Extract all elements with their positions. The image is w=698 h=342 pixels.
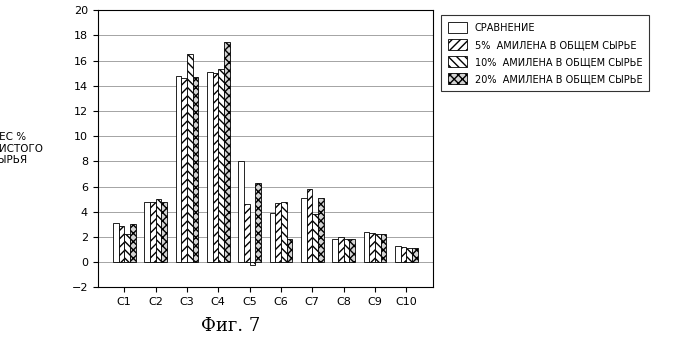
- Bar: [218, 69, 224, 262]
- Bar: [332, 239, 338, 262]
- Bar: [176, 76, 181, 262]
- Bar: [224, 42, 230, 262]
- Bar: [193, 77, 198, 262]
- Bar: [406, 248, 412, 262]
- Bar: [244, 204, 250, 262]
- Bar: [338, 237, 343, 262]
- Bar: [187, 54, 193, 262]
- Legend: СРАВНЕНИЕ, 5%  АМИЛЕНА В ОБЩЕМ СЫРЬЕ, 10%  АМИЛЕНА В ОБЩЕМ СЫРЬЕ, 20%  АМИЛЕНА В: СРАВНЕНИЕ, 5% АМИЛЕНА В ОБЩЕМ СЫРЬЕ, 10%…: [441, 15, 649, 91]
- Bar: [124, 234, 130, 262]
- Bar: [275, 203, 281, 262]
- Bar: [213, 73, 218, 262]
- Bar: [375, 234, 380, 262]
- Bar: [255, 183, 261, 262]
- Bar: [269, 213, 275, 262]
- Bar: [401, 247, 406, 262]
- Bar: [369, 233, 375, 262]
- Bar: [250, 262, 255, 265]
- Bar: [161, 202, 167, 262]
- Bar: [156, 199, 161, 262]
- Text: Фиг. 7: Фиг. 7: [201, 317, 260, 335]
- Bar: [238, 161, 244, 262]
- Bar: [119, 226, 124, 262]
- Bar: [343, 239, 349, 262]
- Bar: [306, 189, 312, 262]
- Bar: [150, 202, 156, 262]
- Bar: [181, 78, 187, 262]
- Bar: [312, 214, 318, 262]
- Bar: [412, 248, 417, 262]
- Bar: [130, 224, 135, 262]
- Bar: [287, 239, 292, 262]
- Bar: [364, 232, 369, 262]
- Bar: [207, 72, 213, 262]
- Bar: [144, 202, 150, 262]
- Bar: [113, 223, 119, 262]
- Bar: [301, 198, 306, 262]
- Bar: [349, 239, 355, 262]
- Bar: [281, 202, 287, 262]
- Bar: [380, 234, 386, 262]
- Bar: [318, 198, 324, 262]
- Bar: [395, 246, 401, 262]
- Y-axis label: ВЕС %
ОТ ЧИСТОГО
СЫРЬЯ: ВЕС % ОТ ЧИСТОГО СЫРЬЯ: [0, 132, 43, 166]
